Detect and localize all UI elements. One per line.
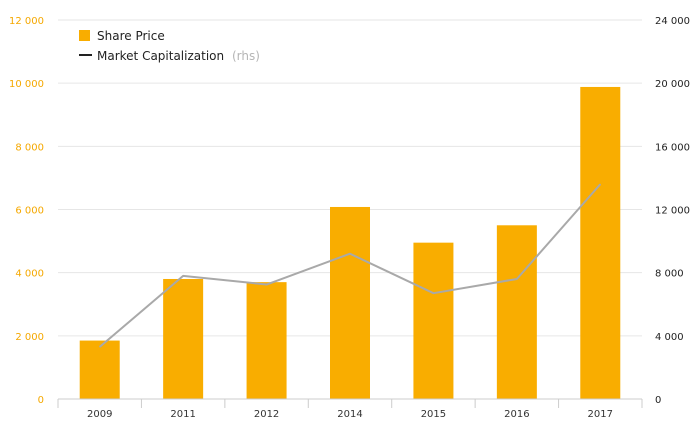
x-tick-label: 2015 bbox=[421, 409, 446, 420]
share-price-bar bbox=[496, 225, 537, 399]
share-price-bar bbox=[330, 206, 370, 399]
legend-label-market-cap-suffix: (rhs) bbox=[232, 49, 260, 63]
right-y-tick-label: 8 000 bbox=[655, 269, 684, 280]
market-cap-point bbox=[99, 346, 101, 348]
share-price-bars bbox=[79, 86, 621, 399]
left-y-tick-label: 2 000 bbox=[15, 332, 44, 343]
market-cap-point bbox=[349, 253, 351, 255]
share-price-bar bbox=[79, 340, 120, 399]
x-tick-label: 2011 bbox=[170, 409, 195, 420]
market-cap-point bbox=[432, 292, 434, 294]
left-y-tick-label: 0 bbox=[38, 395, 44, 406]
left-y-tick-label: 6 000 bbox=[15, 206, 44, 217]
right-y-tick-label: 16 000 bbox=[655, 142, 690, 153]
market-cap-line-group bbox=[99, 183, 602, 348]
left-y-tick-label: 8 000 bbox=[15, 142, 44, 153]
right-y-axis: 0 4 000 8 000 12 000 16 000 20 000 24 000 bbox=[655, 16, 690, 406]
left-y-tick-label: 4 000 bbox=[15, 269, 44, 280]
legend-swatch-share-price bbox=[79, 30, 90, 41]
legend: Share Price Market Capitalization (rhs) bbox=[79, 29, 260, 63]
x-tick-label: 2012 bbox=[254, 409, 279, 420]
market-cap-point bbox=[516, 278, 518, 280]
left-y-axis: 0 2 000 4 000 6 000 8 000 10 000 12 000 bbox=[9, 16, 44, 406]
left-y-tick-label: 10 000 bbox=[9, 79, 44, 90]
legend-label-market-cap: Market Capitalization (rhs) bbox=[97, 49, 260, 63]
x-tick-label: 2016 bbox=[504, 409, 529, 420]
share-price-bar bbox=[163, 278, 204, 399]
x-tick-label: 2017 bbox=[588, 409, 613, 420]
right-y-tick-label: 4 000 bbox=[655, 332, 684, 343]
legend-label-share-price: Share Price bbox=[97, 29, 165, 43]
share-price-bar bbox=[580, 86, 621, 399]
legend-label-market-cap-name: Market Capitalization bbox=[97, 49, 224, 63]
right-y-tick-label: 12 000 bbox=[655, 206, 690, 217]
x-axis: 2009 2011 2012 2014 2015 2016 2017 bbox=[57, 398, 643, 420]
right-y-tick-label: 0 bbox=[655, 395, 661, 406]
market-cap-point bbox=[182, 275, 184, 277]
share-price-bar bbox=[413, 242, 454, 399]
market-cap-point bbox=[266, 284, 268, 286]
legend-swatch-market-cap bbox=[79, 54, 92, 56]
x-tick-label: 2014 bbox=[337, 409, 362, 420]
share-price-bar bbox=[246, 282, 287, 399]
right-y-tick-label: 20 000 bbox=[655, 79, 690, 90]
left-y-tick-label: 12 000 bbox=[9, 16, 44, 27]
x-tick-label: 2009 bbox=[87, 409, 112, 420]
market-cap-point bbox=[599, 183, 601, 185]
right-y-tick-label: 24 000 bbox=[655, 16, 690, 27]
